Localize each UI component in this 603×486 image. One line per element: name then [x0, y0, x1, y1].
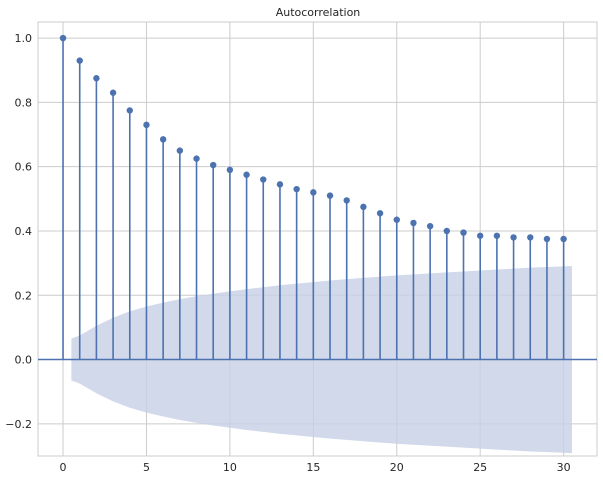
- stem-marker: [393, 216, 400, 223]
- stem-marker: [527, 234, 534, 241]
- stem-marker: [410, 219, 417, 227]
- stem-marker: [93, 75, 100, 82]
- plot-frame: [37, 21, 598, 457]
- stem-marker: [226, 166, 234, 174]
- y-tick-label: −0.2: [5, 418, 32, 431]
- x-tick-label: 20: [390, 461, 404, 474]
- stem-marker: [176, 147, 184, 154]
- stem-marker: [493, 232, 501, 239]
- stem-marker: [426, 222, 434, 230]
- stem-marker: [543, 235, 551, 243]
- stem-marker: [376, 210, 384, 217]
- x-tick-label: 30: [557, 461, 571, 474]
- stem-marker: [343, 197, 350, 204]
- x-tick-label: 25: [473, 461, 487, 474]
- x-tick-label: 10: [223, 461, 237, 474]
- y-tick-label: 1.0: [15, 32, 33, 45]
- stem-marker: [443, 227, 451, 235]
- stem-marker: [310, 189, 317, 196]
- x-tick-label: 5: [143, 461, 150, 474]
- stem-marker: [210, 161, 217, 169]
- stem-marker: [143, 121, 150, 129]
- stem-marker: [193, 155, 200, 162]
- y-tick-label: 0.8: [15, 96, 33, 109]
- stem-marker: [476, 232, 484, 239]
- stem-marker: [326, 192, 334, 199]
- stem-marker: [293, 185, 300, 193]
- y-tick-label: 0.0: [15, 354, 33, 367]
- y-tick-label: 0.2: [15, 289, 33, 302]
- stem-series: [59, 34, 567, 360]
- stem-marker: [159, 136, 167, 143]
- stem-marker: [243, 171, 250, 178]
- stem-marker: [109, 89, 117, 96]
- y-tick-label: 0.6: [15, 161, 33, 174]
- x-tick-label: 0: [60, 461, 67, 474]
- stem-marker: [460, 229, 467, 236]
- stem-marker: [126, 107, 133, 114]
- stem-marker: [76, 57, 83, 64]
- y-tick-label: 0.4: [15, 225, 33, 238]
- stem-marker: [510, 234, 517, 241]
- stem-marker: [560, 235, 567, 243]
- x-tick-label: 15: [306, 461, 320, 474]
- stem-marker: [260, 176, 267, 183]
- chart-title: Autocorrelation: [276, 6, 361, 19]
- stem-marker: [276, 181, 284, 188]
- axes: 0 5 10 15 20 25 30 −0.2 0.0 0.2 0.4 0.6 0.8 1.0: [5, 32, 597, 474]
- stem-marker: [59, 34, 67, 42]
- stem-marker: [360, 203, 367, 211]
